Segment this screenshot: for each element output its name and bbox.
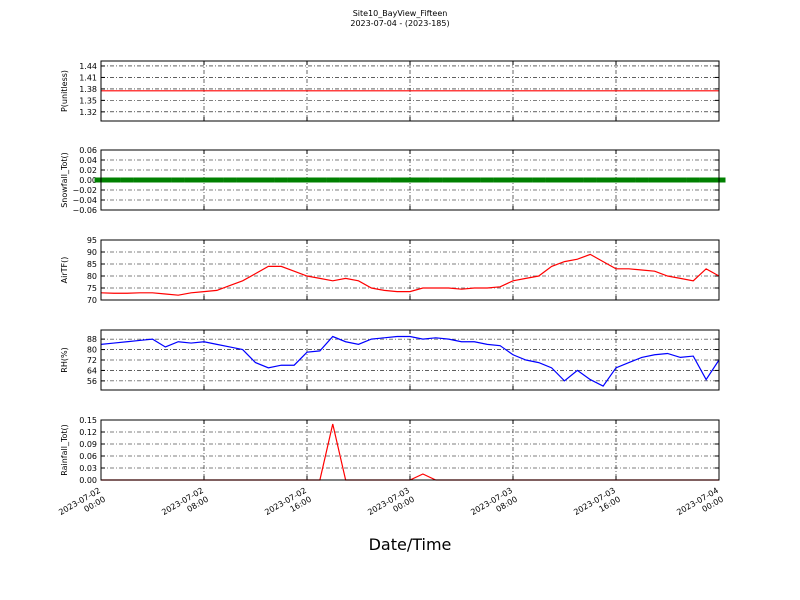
y-tick-label: 1.38 [79, 85, 97, 94]
plot-frame [100, 60, 720, 122]
y-tick-label: 70 [87, 296, 97, 305]
y-tick-label: −0.02 [72, 186, 97, 195]
data-marker [442, 177, 456, 183]
data-marker [146, 177, 159, 183]
data-line [100, 335, 720, 387]
plot-frame [100, 239, 720, 301]
data-marker [635, 177, 649, 183]
y-tick-label: 1.35 [79, 96, 97, 105]
data-marker [133, 177, 147, 183]
data-marker [261, 177, 275, 183]
y-tick-label: 1.32 [79, 108, 97, 117]
y-tick-label: 0.12 [79, 428, 97, 437]
plot-frame [100, 149, 720, 211]
data-marker [390, 177, 404, 183]
y-tick-label: 72 [87, 356, 97, 365]
data-marker [352, 177, 365, 183]
data-marker [416, 177, 430, 183]
y-axis-label: RH(%) [60, 347, 69, 372]
y-tick-label: 1.41 [79, 73, 97, 82]
y-tick-label: 75 [87, 284, 97, 293]
y-tick-label: 0.09 [79, 440, 97, 449]
y-tick-label: 90 [87, 248, 97, 257]
data-marker [583, 177, 597, 183]
data-marker [377, 177, 391, 183]
data-marker [648, 177, 662, 183]
data-marker [171, 177, 185, 183]
data-marker [300, 177, 314, 183]
y-axis-label: Rainfall_Tot() [60, 424, 69, 476]
data-marker [609, 177, 623, 183]
data-marker [287, 177, 301, 183]
y-tick-label: 0.04 [79, 156, 97, 165]
data-marker [364, 177, 378, 183]
data-marker [596, 177, 610, 183]
data-marker [455, 177, 468, 183]
data-marker [506, 177, 520, 183]
x-axis-label: Date/Time [369, 535, 452, 554]
data-marker [519, 177, 533, 183]
data-marker [403, 177, 417, 183]
data-marker [673, 177, 687, 183]
y-tick-label: 80 [87, 272, 97, 281]
y-tick-label: 0.03 [79, 464, 97, 473]
y-tick-label: 0.00 [79, 176, 97, 185]
data-marker [339, 177, 353, 183]
y-tick-label: 64 [87, 366, 97, 375]
data-marker [158, 177, 172, 183]
data-marker [120, 177, 134, 183]
data-marker [429, 177, 443, 183]
y-axis-label: P(unitless) [60, 70, 69, 112]
data-marker [661, 177, 674, 183]
data-marker [493, 177, 507, 183]
data-marker [570, 177, 584, 183]
chart-subtitle: 2023-07-04 - (2023-185) [350, 19, 449, 28]
data-marker [545, 177, 559, 183]
data-marker [326, 177, 340, 183]
plot-frame [100, 329, 720, 391]
data-marker [313, 177, 327, 183]
data-marker [210, 177, 224, 183]
data-marker [197, 177, 211, 183]
data-marker [274, 177, 288, 183]
data-marker [236, 177, 250, 183]
y-tick-label: 1.44 [79, 62, 97, 71]
y-tick-label: 95 [87, 236, 97, 245]
data-marker [699, 177, 713, 183]
data-marker [223, 177, 237, 183]
data-line [100, 253, 720, 296]
data-marker [467, 177, 481, 183]
data-marker [532, 177, 546, 183]
data-marker [558, 177, 571, 183]
y-tick-label: −0.04 [72, 196, 97, 205]
y-axis-label: Snowfall_Tot() [60, 152, 69, 208]
data-marker [480, 177, 494, 183]
plot-frame [100, 419, 720, 481]
data-marker [622, 177, 636, 183]
y-tick-label: 80 [87, 346, 97, 355]
chart-title: Site10_BayView_Fifteen [353, 9, 448, 18]
data-marker [249, 177, 262, 183]
y-tick-label: −0.06 [72, 206, 97, 215]
y-tick-label: 56 [87, 377, 97, 386]
y-tick-label: 88 [87, 335, 97, 344]
y-tick-label: 0.02 [79, 166, 97, 175]
y-tick-label: 85 [87, 260, 97, 269]
y-tick-label: 0.00 [79, 476, 97, 485]
y-tick-label: 0.06 [79, 452, 97, 461]
data-marker [107, 177, 121, 183]
data-marker [686, 177, 700, 183]
y-axis-label: AirTF() [60, 257, 69, 284]
data-marker [184, 177, 198, 183]
y-tick-label: 0.15 [79, 416, 97, 425]
y-tick-label: 0.06 [79, 146, 97, 155]
